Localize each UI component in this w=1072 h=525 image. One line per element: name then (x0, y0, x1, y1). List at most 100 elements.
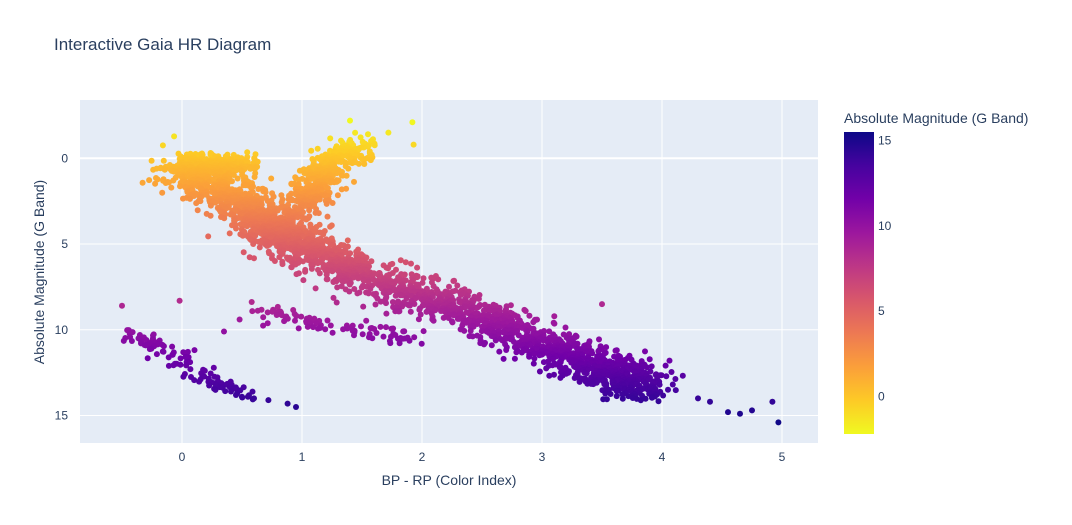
star-point[interactable] (372, 301, 379, 308)
star-point[interactable] (212, 386, 219, 393)
star-point[interactable] (749, 407, 755, 414)
star-point[interactable] (323, 276, 330, 283)
star-point[interactable] (415, 316, 422, 323)
star-point[interactable] (619, 391, 626, 398)
star-point[interactable] (500, 355, 507, 362)
star-point[interactable] (191, 377, 198, 384)
star-point[interactable] (531, 355, 538, 362)
star-point[interactable] (279, 261, 286, 268)
star-point[interactable] (400, 328, 407, 335)
star-point[interactable] (346, 281, 353, 288)
star-point[interactable] (648, 363, 655, 370)
star-point[interactable] (583, 370, 590, 377)
star-point[interactable] (637, 397, 644, 404)
star-point[interactable] (475, 295, 482, 302)
star-point[interactable] (351, 286, 358, 292)
star-point[interactable] (576, 378, 583, 385)
star-point[interactable] (288, 264, 295, 271)
star-point[interactable] (327, 322, 334, 329)
star-point[interactable] (365, 290, 372, 297)
star-point[interactable] (180, 349, 187, 356)
star-point[interactable] (360, 303, 367, 310)
star-point[interactable] (358, 284, 365, 291)
star-point[interactable] (363, 317, 370, 324)
star-point[interactable] (300, 277, 307, 284)
star-point[interactable] (383, 310, 390, 317)
star-point[interactable] (518, 349, 525, 356)
star-point[interactable] (450, 278, 457, 284)
star-point[interactable] (226, 230, 233, 237)
star-point[interactable] (665, 386, 671, 393)
star-point[interactable] (338, 283, 345, 290)
star-point[interactable] (388, 325, 395, 332)
star-point[interactable] (303, 216, 310, 223)
star-point[interactable] (449, 319, 456, 326)
star-point[interactable] (672, 387, 679, 394)
star-point[interactable] (153, 351, 160, 358)
star-point[interactable] (160, 343, 167, 350)
star-point[interactable] (407, 302, 413, 309)
star-point[interactable] (314, 260, 321, 267)
star-point[interactable] (642, 395, 649, 402)
star-point[interactable] (383, 324, 389, 331)
star-point[interactable] (360, 277, 367, 284)
star-point[interactable] (268, 175, 275, 182)
star-point[interactable] (340, 326, 347, 333)
star-point[interactable] (358, 323, 364, 330)
star-point[interactable] (324, 185, 331, 192)
star-point[interactable] (177, 361, 184, 368)
star-point[interactable] (327, 179, 334, 186)
star-point[interactable] (571, 375, 578, 381)
star-point[interactable] (695, 395, 701, 402)
star-point[interactable] (180, 195, 186, 202)
star-point[interactable] (725, 409, 731, 416)
star-point[interactable] (613, 387, 620, 394)
star-point[interactable] (450, 312, 457, 319)
star-point[interactable] (292, 317, 298, 324)
star-point[interactable] (334, 284, 341, 291)
star-point[interactable] (300, 258, 306, 265)
star-point[interactable] (737, 410, 743, 417)
star-point[interactable] (281, 318, 288, 325)
star-point[interactable] (315, 210, 322, 217)
star-point[interactable] (607, 391, 614, 397)
star-point[interactable] (446, 283, 452, 290)
star-point[interactable] (408, 260, 414, 267)
star-point[interactable] (310, 324, 317, 331)
star-point[interactable] (298, 313, 305, 320)
star-point[interactable] (467, 327, 474, 334)
star-point[interactable] (248, 299, 255, 305)
star-point[interactable] (361, 161, 368, 167)
star-point[interactable] (387, 340, 394, 347)
star-point[interactable] (399, 335, 406, 342)
star-point[interactable] (359, 331, 366, 338)
star-point[interactable] (546, 372, 553, 379)
star-point[interactable] (333, 299, 340, 306)
star-point[interactable] (329, 200, 336, 206)
star-point[interactable] (551, 320, 558, 327)
star-point[interactable] (180, 373, 187, 380)
star-point[interactable] (273, 312, 280, 318)
star-point[interactable] (276, 254, 283, 261)
star-point[interactable] (380, 333, 387, 340)
star-point[interactable] (389, 299, 396, 305)
star-point[interactable] (349, 160, 356, 167)
star-point[interactable] (469, 333, 476, 340)
star-point[interactable] (402, 259, 409, 266)
star-point[interactable] (602, 390, 609, 397)
star-point[interactable] (619, 395, 626, 402)
star-point[interactable] (513, 349, 520, 356)
star-point[interactable] (668, 369, 675, 375)
star-point[interactable] (643, 364, 650, 371)
star-point[interactable] (407, 308, 414, 315)
star-point[interactable] (417, 311, 424, 318)
star-point[interactable] (401, 271, 408, 278)
star-point[interactable] (294, 214, 301, 221)
star-point[interactable] (351, 332, 357, 339)
star-point[interactable] (152, 180, 159, 187)
star-point[interactable] (355, 160, 362, 167)
star-point[interactable] (206, 382, 213, 389)
star-point[interactable] (456, 315, 463, 322)
star-point[interactable] (187, 366, 194, 373)
star-point[interactable] (265, 397, 272, 404)
